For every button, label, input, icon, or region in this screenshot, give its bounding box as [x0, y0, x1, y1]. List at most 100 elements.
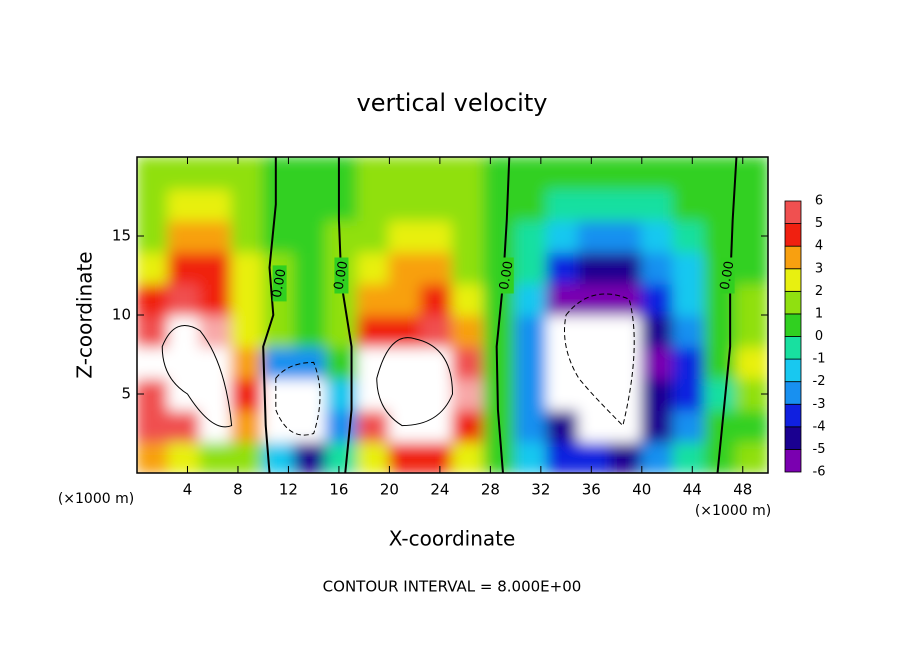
cell [451, 250, 486, 285]
cell [546, 157, 580, 190]
cell [546, 408, 580, 443]
cell [356, 219, 391, 253]
cell [546, 440, 580, 473]
cell [199, 157, 233, 190]
contour-label: 0.00 [718, 260, 738, 291]
cell [419, 314, 454, 348]
cell [640, 250, 675, 285]
cell [640, 440, 675, 473]
cell [230, 314, 265, 348]
cell [514, 187, 549, 222]
colorbar-label: 0 [815, 329, 823, 344]
cell [703, 377, 738, 411]
cell [483, 345, 517, 380]
cell [388, 187, 422, 222]
colorbar-label: -1 [813, 352, 826, 367]
cell [356, 282, 391, 316]
cell [672, 440, 706, 473]
cell [672, 157, 706, 190]
cell [577, 408, 612, 443]
cell [577, 440, 612, 473]
cell [514, 377, 549, 411]
zero-contour [716, 156, 738, 474]
cell [735, 250, 768, 285]
cell [388, 282, 422, 316]
cell [609, 219, 643, 253]
cell [419, 187, 454, 222]
cell [609, 345, 643, 380]
cell [356, 377, 391, 411]
cell [577, 157, 612, 190]
cell [609, 408, 643, 443]
cell [325, 345, 359, 380]
zero-contour [262, 157, 277, 474]
cell [137, 408, 170, 443]
colorbar-box [784, 245, 802, 270]
cell [483, 219, 517, 253]
cell [293, 157, 328, 190]
cell [640, 377, 675, 411]
colorbar-label: -2 [813, 374, 826, 389]
cell [262, 377, 296, 411]
cell [419, 250, 454, 285]
cell [577, 345, 612, 380]
cell [640, 219, 675, 253]
contour-label-bg [272, 265, 287, 302]
cell [325, 408, 359, 443]
cell [640, 282, 675, 316]
colorbar-box [784, 358, 802, 383]
cell [735, 282, 768, 316]
cell [167, 250, 202, 285]
cell [419, 282, 454, 316]
cell [137, 440, 170, 473]
colorbar-label: 1 [815, 306, 823, 321]
cell [451, 187, 486, 222]
cell [167, 219, 202, 253]
cell [451, 314, 486, 348]
zero-contour [495, 156, 511, 474]
cell [199, 345, 233, 380]
cell [672, 377, 706, 411]
colorbar-box [784, 381, 802, 405]
cell [293, 408, 328, 443]
y-axis-label: Z-coordinate [73, 251, 97, 378]
cell [167, 408, 202, 443]
cell [199, 250, 233, 285]
cell [703, 314, 738, 348]
cell [388, 157, 422, 190]
cell [230, 157, 265, 190]
cell [325, 314, 359, 348]
cell [735, 345, 768, 380]
cell [230, 282, 265, 316]
contour-label-bg [720, 257, 735, 294]
cell [356, 314, 391, 348]
cell [546, 377, 580, 411]
cell [137, 250, 170, 285]
colorbar-label: 5 [815, 216, 823, 231]
cell [514, 314, 549, 348]
contour-label: 0.00 [270, 268, 290, 299]
colorbar-box [784, 336, 802, 360]
cell [609, 250, 643, 285]
colorbar-box [784, 449, 802, 473]
cell [451, 157, 486, 190]
y-tick-label: 15 [112, 227, 131, 245]
zero-contour [337, 157, 353, 474]
cell [325, 377, 359, 411]
cell [230, 219, 265, 253]
cell [325, 440, 359, 473]
colorbar-box [784, 268, 802, 292]
cell [419, 440, 454, 473]
cell [483, 187, 517, 222]
cell [514, 282, 549, 316]
cell [451, 440, 486, 473]
cell [388, 219, 422, 253]
x-tick-label: 48 [733, 481, 752, 499]
cell [672, 282, 706, 316]
cell [388, 314, 422, 348]
colorbar-label: -6 [813, 465, 826, 480]
contour-label: 0.00 [332, 260, 352, 291]
cell [199, 314, 233, 348]
cell [293, 345, 328, 380]
cell [293, 282, 328, 316]
